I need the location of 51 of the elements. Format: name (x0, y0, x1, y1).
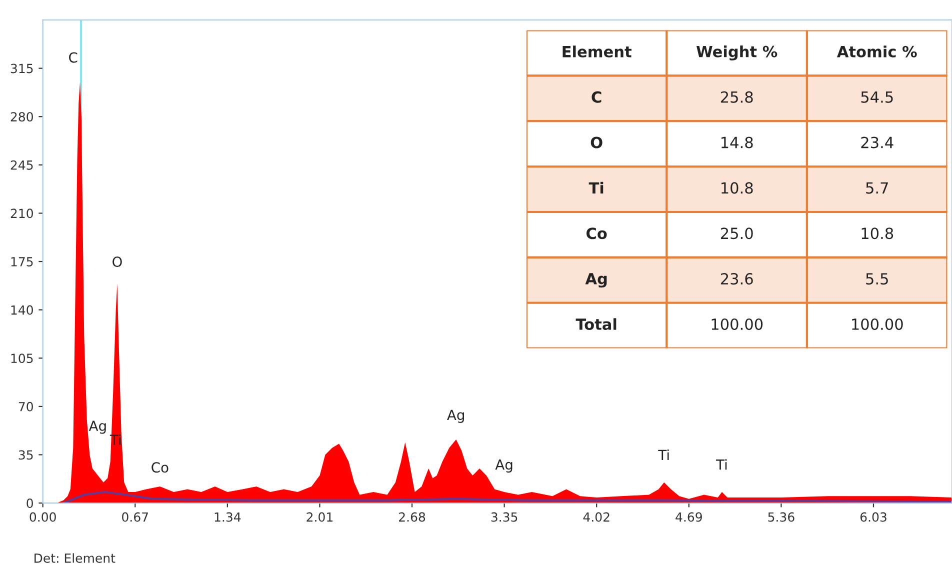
annotation: C (69, 52, 78, 63)
annotation: Ag (88, 420, 106, 434)
y-tick-label: 105 (11, 354, 33, 364)
x-tick-label: 2.68 (399, 512, 426, 522)
y-tick-label: 70 (18, 402, 33, 412)
annotation: O (112, 256, 122, 268)
annotation: 5.5 (866, 273, 888, 285)
x-tick-label: 1.34 (214, 512, 241, 522)
annotation: Ti (588, 182, 604, 194)
annotation: 25.8 (720, 91, 753, 103)
annotation: 23.4 (861, 136, 894, 148)
y-tick-label: 0 (26, 498, 33, 508)
annotation: 14.8 (722, 136, 753, 148)
y-tick-label: 245 (10, 160, 33, 170)
y-tick-label: 35 (18, 450, 33, 460)
annotation: Ti (716, 459, 727, 470)
annotation: O (590, 136, 602, 148)
annotation: Co (152, 462, 168, 473)
x-tick-label: 4.02 (583, 512, 610, 522)
x-tick-label: 0.67 (122, 512, 148, 522)
annotation: Ag (495, 460, 512, 473)
text: Det: Element (34, 553, 116, 563)
annotation: C (592, 91, 602, 103)
annotation: Element (562, 46, 632, 58)
line-series (62, 490, 952, 504)
annotation: 25.0 (720, 228, 753, 240)
annotation: Weight % (696, 46, 778, 60)
x-tick-label: 5.36 (768, 512, 794, 522)
annotation: Ti (658, 449, 669, 460)
y-tick-label: 280 (10, 112, 33, 122)
annotation: 10.8 (722, 182, 753, 194)
annotation: Co (586, 228, 607, 240)
annotation: Total (576, 318, 616, 330)
y-tick-label: 210 (10, 208, 33, 218)
y-tick-label: 140 (11, 305, 33, 315)
annotation: Ag (447, 410, 464, 423)
annotation: 100.00 (852, 318, 903, 330)
x-tick-label: 6.03 (860, 512, 886, 522)
x-tick-label: 3.35 (491, 512, 518, 522)
annotation: 5.7 (866, 182, 888, 194)
annotation: 23.6 (720, 273, 753, 285)
y-tick-label: 175 (11, 257, 33, 266)
annotation: Atomic % (836, 46, 917, 58)
x-tick-label: 4.69 (676, 512, 702, 522)
x-tick-label: 0.00 (30, 512, 56, 522)
annotation: 100.00 (712, 318, 763, 330)
annotation: 10.8 (862, 228, 894, 240)
annotation: 54.5 (861, 91, 893, 103)
annotation: Ag (585, 273, 607, 288)
x-tick-label: 2.01 (306, 512, 332, 522)
y-tick-label: 315 (10, 64, 33, 74)
